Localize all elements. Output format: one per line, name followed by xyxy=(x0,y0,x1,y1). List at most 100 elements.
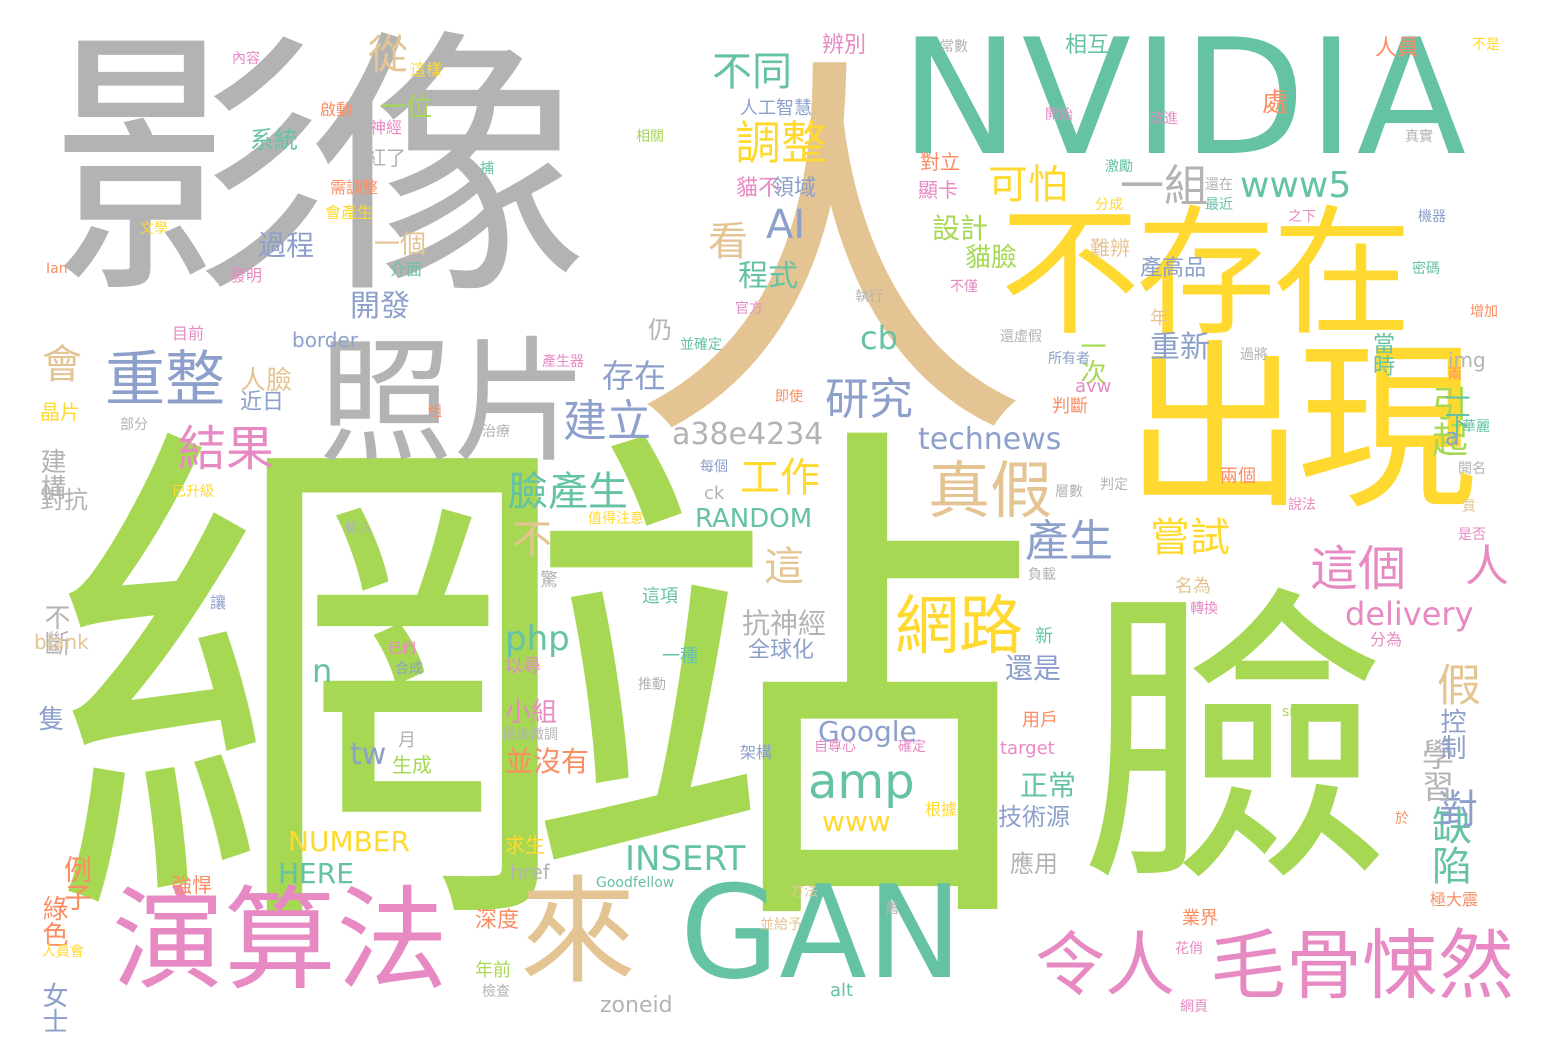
word: 演算法 xyxy=(112,876,448,1006)
word: 建立 xyxy=(563,396,651,447)
word: 人 xyxy=(1465,541,1509,592)
word: 值得注意 xyxy=(588,511,644,527)
word: NUMBER xyxy=(288,825,410,858)
word: 驚 xyxy=(540,570,558,591)
word: 辨別 xyxy=(822,33,867,58)
word: 還在 xyxy=(1205,177,1233,193)
word: 網站 xyxy=(50,387,1040,993)
word: 激勵 xyxy=(1105,159,1133,175)
word: href xyxy=(510,860,550,884)
word: Ian xyxy=(46,261,68,277)
word: 人 xyxy=(630,27,1030,492)
word: 已升級 xyxy=(172,484,214,500)
word: 以尋 xyxy=(505,656,541,677)
word: 相互 xyxy=(1065,33,1110,58)
word: 影像 xyxy=(48,7,588,333)
word: 花俏 xyxy=(1175,941,1203,957)
word: 來 xyxy=(520,865,636,1000)
word: 顯卡 xyxy=(918,178,958,202)
word: 已們 xyxy=(388,641,416,657)
word: 改進 xyxy=(1150,111,1178,127)
word: 人員會 xyxy=(42,944,84,960)
word: alt xyxy=(830,980,854,1001)
word: 當時 xyxy=(1369,332,1394,376)
word: 相關 xyxy=(636,129,664,145)
word: 分為 xyxy=(1370,630,1403,649)
word: 需調整 xyxy=(330,178,379,197)
word: 網頁 xyxy=(1180,999,1208,1015)
word: 結果 xyxy=(178,421,275,477)
word: 處 xyxy=(1262,88,1289,118)
word: 組 xyxy=(428,404,442,420)
word: 神經 xyxy=(370,118,403,137)
word: 最近 xyxy=(1205,197,1233,213)
word: 控制 xyxy=(1436,708,1466,760)
word: 紅了 xyxy=(366,146,406,170)
word: 真假 xyxy=(928,454,1053,527)
word: 之下 xyxy=(1288,209,1316,225)
word: 官方 xyxy=(735,301,763,317)
word: 並沒有 xyxy=(505,745,590,778)
word: 缺陷 xyxy=(1425,805,1471,885)
word: 介面 xyxy=(390,260,423,279)
word: 網路 xyxy=(895,590,1023,664)
word: 過程 xyxy=(258,229,315,262)
word: 兩 xyxy=(1448,367,1462,383)
word: 全球化 xyxy=(748,638,815,663)
word: 設計 xyxy=(932,212,989,245)
word: 調整 xyxy=(735,116,827,170)
word: 工作 xyxy=(740,455,820,501)
word: 捕 xyxy=(480,161,494,177)
word: 根據 xyxy=(925,800,958,819)
word: 技術源 xyxy=(998,803,1070,831)
word: 啟動 xyxy=(320,100,353,119)
word: 月 xyxy=(398,730,416,751)
word: 治療 xyxy=(482,424,510,440)
word: Google xyxy=(818,715,917,748)
word: 兩個 xyxy=(1220,466,1256,487)
word: 人員 xyxy=(1375,36,1420,61)
word: 即使 xyxy=(775,389,803,405)
word: 層數 xyxy=(1055,484,1083,500)
word: 不是 xyxy=(1472,37,1500,53)
word: 一位 xyxy=(380,93,433,123)
word: target xyxy=(1000,738,1055,759)
word: blank xyxy=(34,630,89,654)
word: 產高品 xyxy=(1140,256,1207,281)
word: tw xyxy=(350,737,387,772)
word: ck xyxy=(704,483,725,504)
word: 這 xyxy=(757,545,803,585)
word: 一種 xyxy=(662,646,698,667)
word: 正常 xyxy=(1020,769,1077,802)
word: 強悍 xyxy=(172,873,212,897)
word: 推動 xyxy=(638,677,666,693)
word: img xyxy=(1448,348,1486,372)
word: 真實 xyxy=(1405,129,1433,145)
word: AI xyxy=(766,202,806,248)
word: Goodfellow xyxy=(596,875,675,891)
word: 隻 xyxy=(34,705,64,731)
word: 引起 xyxy=(1426,385,1467,457)
word: 合成 xyxy=(395,661,423,677)
word: a38e4234 xyxy=(672,417,824,452)
word: 抗神經 xyxy=(742,607,827,640)
word: 女士 xyxy=(38,982,68,1034)
word: src xyxy=(1282,704,1303,720)
word: 開始 xyxy=(1045,107,1073,123)
word: 年 xyxy=(1150,308,1168,329)
word: 不 xyxy=(505,518,551,558)
word: 學習 xyxy=(1417,738,1455,802)
word: 說法 xyxy=(1288,497,1316,513)
word: cb xyxy=(860,319,898,357)
word: 負載 xyxy=(1028,567,1056,583)
word: technews xyxy=(918,422,1062,457)
word: 這樣 xyxy=(410,60,443,79)
word: 令人 xyxy=(1035,924,1175,1006)
word: 增加 xyxy=(1470,304,1498,320)
word: 對抗 xyxy=(40,486,88,514)
word: border xyxy=(292,328,359,352)
word: 程式 xyxy=(738,259,798,294)
word: 分成 xyxy=(1095,197,1123,213)
word: 領域 xyxy=(772,176,817,201)
word: 從 xyxy=(368,32,408,78)
